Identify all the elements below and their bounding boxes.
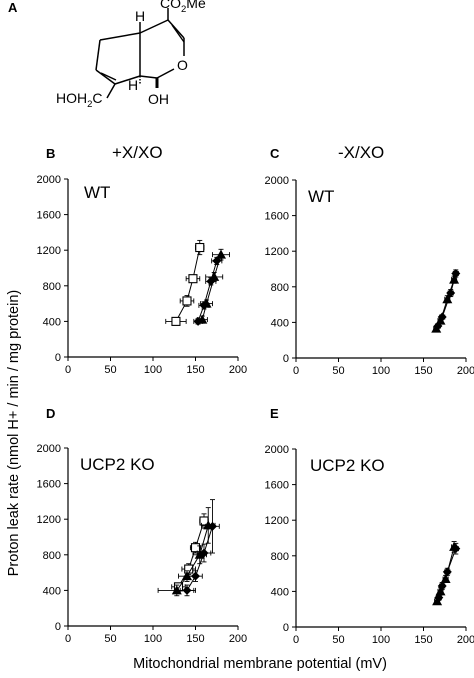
panel-c-x-tick-label: 200 [457,365,474,377]
panel-d-y-tick-label: 800 [43,550,61,562]
condition-title-plus: +X/XO [112,143,163,162]
panel-b-x-tick-label: 50 [104,364,116,376]
data-point-square [190,543,201,553]
panel-c-y-tick-label: 1600 [265,211,289,223]
panel-c-y-tick-label: 0 [283,353,289,365]
panel-c-y-tick-label: 800 [271,282,289,294]
condition-title-minus: -X/XO [338,143,384,162]
plot-c: 0 400 800 1200 1600 2000 0 50 100 150 200 [265,175,474,377]
panel-e-y-tick-label: 1600 [265,480,289,492]
panel-c-genotype: WT [308,187,334,206]
panel-d-y-tick-label: 0 [55,621,61,633]
data-point-triangle [431,323,442,333]
data-point-triangle [216,249,226,259]
data-point-square [182,296,192,306]
panel-d-y-tick-label: 2000 [37,443,61,455]
panel-b-y-tick-label: 1600 [37,210,61,222]
y-axis-title: Proton leak rate (nmol H+ / min / mg pro… [6,290,22,577]
data-point-square [171,316,181,326]
panel-b-y-tick-label: 1200 [37,245,61,257]
plot-d: 0 400 800 1200 1600 2000 0 50 100 150 200 [37,443,248,645]
panel-d-y-tick-label: 1600 [37,479,61,491]
panel-b-genotype: WT [84,183,110,202]
panel-b-y-tick-label: 800 [43,281,61,293]
panel-e-x-tick-label: 150 [414,634,432,646]
series-line-filled-triangle [435,279,455,329]
chem-ester: CO2Me [160,0,206,15]
panel-e-x-tick-label: 50 [332,634,344,646]
panel-c-y-tick-label: 1200 [265,246,289,258]
panel-e-x-tick-label: 200 [457,634,474,646]
panel-c-x-tick-label: 0 [293,365,299,377]
panel-d-letter: D [46,406,55,421]
panel-e-y-tick-label: 1200 [265,515,289,527]
data-point-diamond [451,268,461,278]
panel-c-x-tick-label: 100 [372,365,390,377]
series-line-filled-circle [197,260,218,322]
panel-e-genotype: UCP2 KO [310,456,385,475]
data-point-triangle [432,596,443,606]
panel-e-y-tick-label: 800 [271,551,289,563]
panel-b-letter: B [46,146,55,161]
data-point-square [188,274,198,284]
panel-e-y-tick-label: 400 [271,586,289,598]
chem-hydroxyl: OH [148,91,169,107]
data-point-triangle [435,586,446,596]
panel-a-letter: A [8,0,18,15]
panel-a: A H CO2Me [8,0,206,110]
plot-b: 0 400 800 1200 1600 2000 0 50 100 150 200 [37,174,248,376]
data-point-triangle [203,520,214,530]
chemical-structure [95,8,185,99]
panel-d-genotype: UCP2 KO [80,455,155,474]
data-point-triangle [201,298,212,308]
panel-b-x-tick-label: 0 [65,364,71,376]
data-point-triangle [171,585,182,595]
data-point-triangle [449,541,460,551]
data-point-triangle [194,549,205,559]
data-point-triangle [449,274,460,284]
panel-b-x-tick-label: 100 [144,364,162,376]
series-line-filled-triangle [176,525,209,591]
x-axis-title: Mitochondrial membrane potential (mV) [133,656,387,672]
series-line-filled-triangle [436,546,455,602]
panel-e-y-tick-label: 2000 [265,444,289,456]
panel-c-letter: C [270,146,280,161]
series-line-open-square [175,247,201,322]
panel-e-y-tick-label: 0 [283,622,289,634]
panel-d-x-tick-label: 150 [186,633,204,645]
data-point-square [195,242,205,253]
data-point-triangle [209,271,220,281]
panel-c-y-tick-label: 2000 [265,175,289,187]
panel-e-letter: E [270,406,279,421]
panel-b-x-tick-label: 150 [186,364,204,376]
series-line-filled-triangle [201,254,222,320]
chem-h-top: H [135,8,145,24]
panel-b-y-tick-label: 2000 [37,174,61,186]
data-point-triangle [440,573,451,583]
panel-c-x-tick-label: 50 [332,365,344,377]
panel-b-x-tick-label: 200 [229,364,247,376]
data-point-triangle [442,294,453,304]
panel-d-x-tick-label: 200 [229,633,247,645]
chem-ring-oxygen: O [177,57,188,73]
data-point-triangle [182,571,192,581]
panel-d-x-tick-label: 50 [104,633,116,645]
data-point-triangle [435,315,446,325]
panel-e-x-tick-label: 0 [293,634,299,646]
panel-c-y-tick-label: 400 [271,317,289,329]
panel-e-x-tick-label: 100 [372,634,390,646]
panel-d-x-tick-label: 100 [144,633,162,645]
data-point-triangle [197,314,208,324]
panel-b-y-tick-label: 0 [55,352,61,364]
panel-d-y-tick-label: 1200 [37,514,61,526]
chem-h-bottom: H [128,77,138,93]
plot-e: 0 400 800 1200 1600 2000 0 50 100 150 200 [265,444,474,646]
chem-hydroxymethyl: HOH2C [56,90,103,110]
panel-b-y-tick-label: 400 [43,316,61,328]
panel-d-y-tick-label: 400 [43,585,61,597]
panel-d-x-tick-label: 0 [65,633,71,645]
panel-c-x-tick-label: 150 [414,365,432,377]
